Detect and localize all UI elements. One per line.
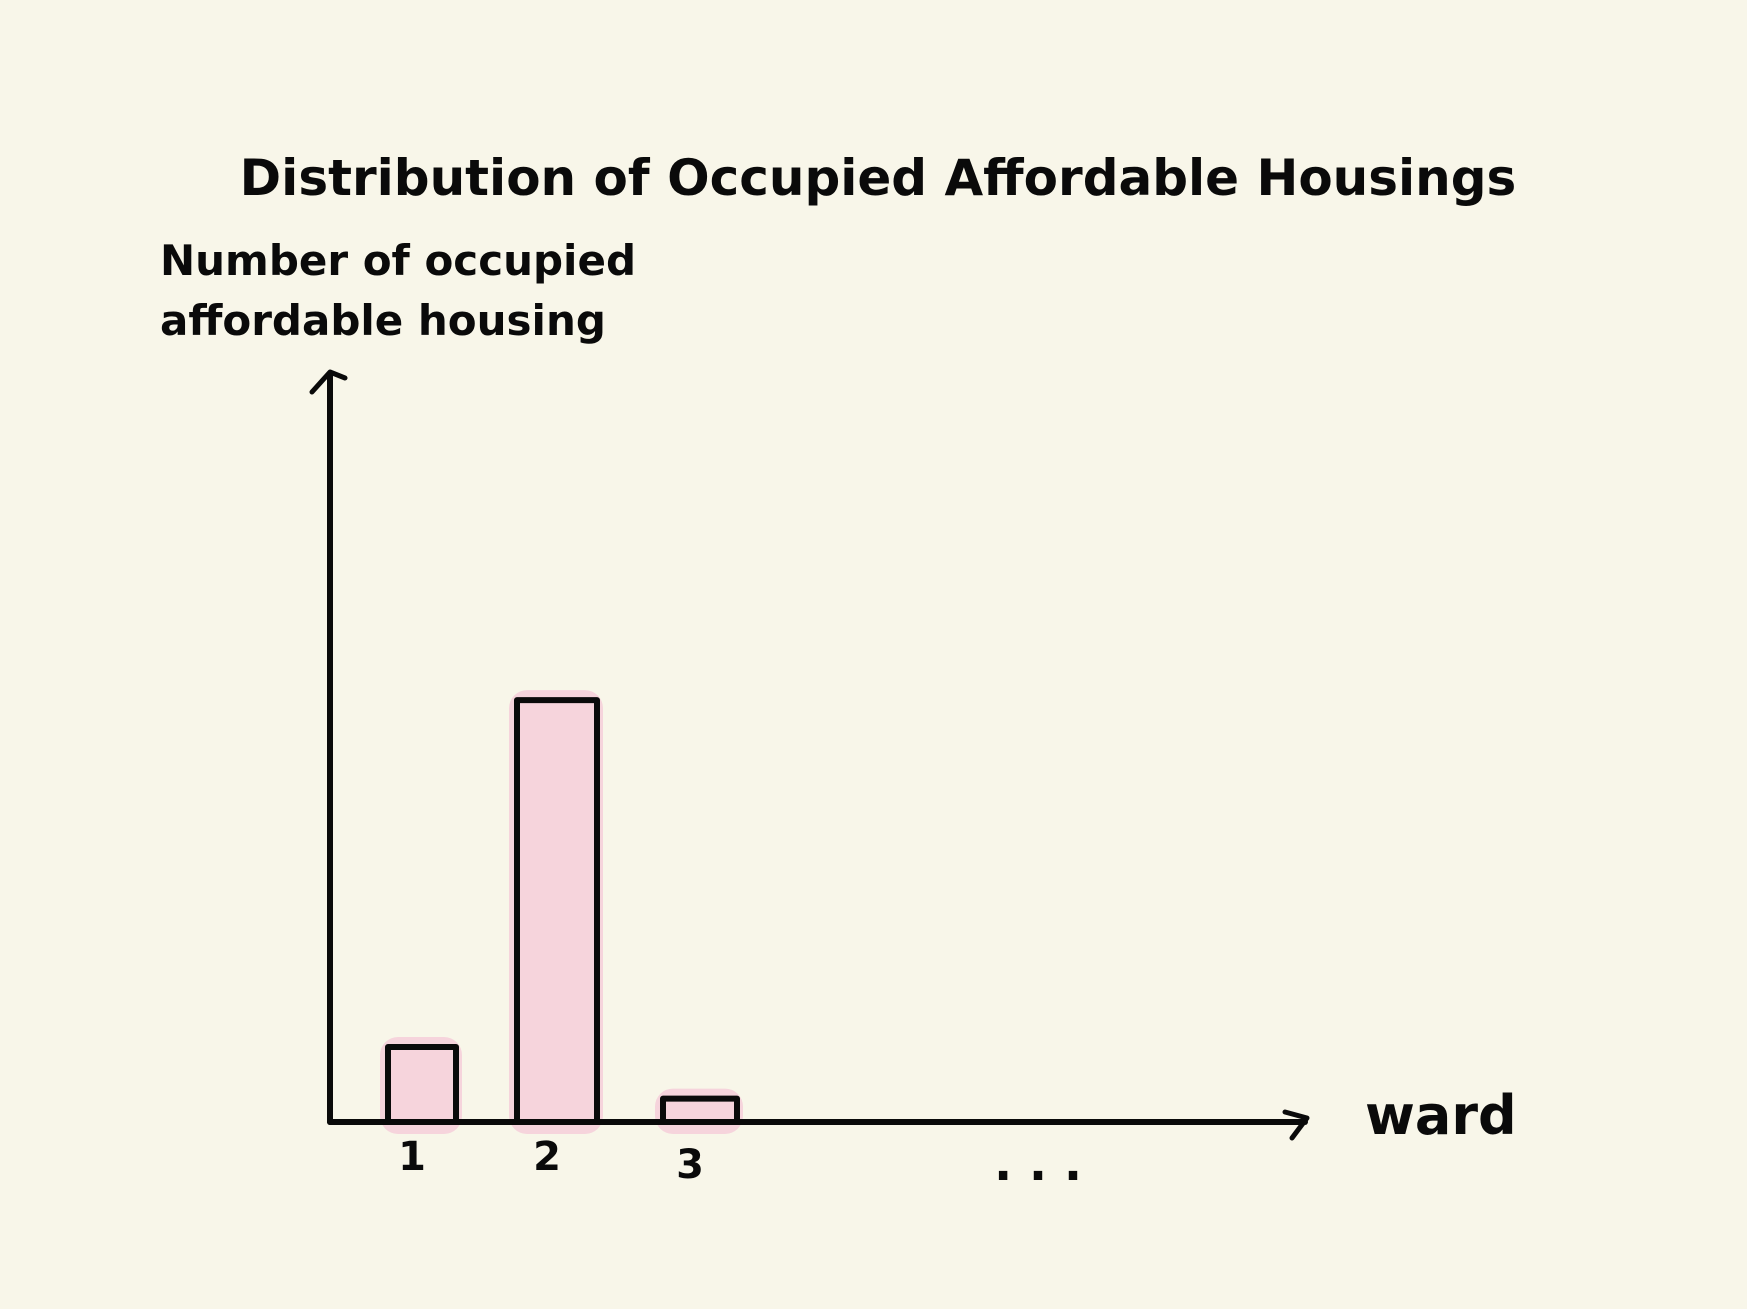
x-axis-arrowhead <box>1282 1109 1310 1141</box>
bar-3-highlight <box>655 1088 743 1134</box>
continuation-ellipsis: . . . <box>994 1136 1082 1192</box>
y-axis-label-line-2: affordable housing <box>160 296 606 345</box>
chart-title: Distribution of Occupied Affordable Hous… <box>240 149 1517 207</box>
x-tick-label-3: 3 <box>676 1142 704 1188</box>
x-tick-labels-group: 1 2 3 <box>398 1134 704 1188</box>
y-axis-arrowhead <box>309 369 348 395</box>
bar-1-highlight <box>380 1037 462 1134</box>
y-axis-label-line-1: Number of occupied <box>160 236 636 285</box>
bar-2-highlight <box>509 690 603 1134</box>
x-tick-label-1: 1 <box>398 1134 426 1180</box>
x-tick-label-2: 2 <box>533 1134 561 1180</box>
x-axis-label: ward <box>1365 1084 1517 1147</box>
